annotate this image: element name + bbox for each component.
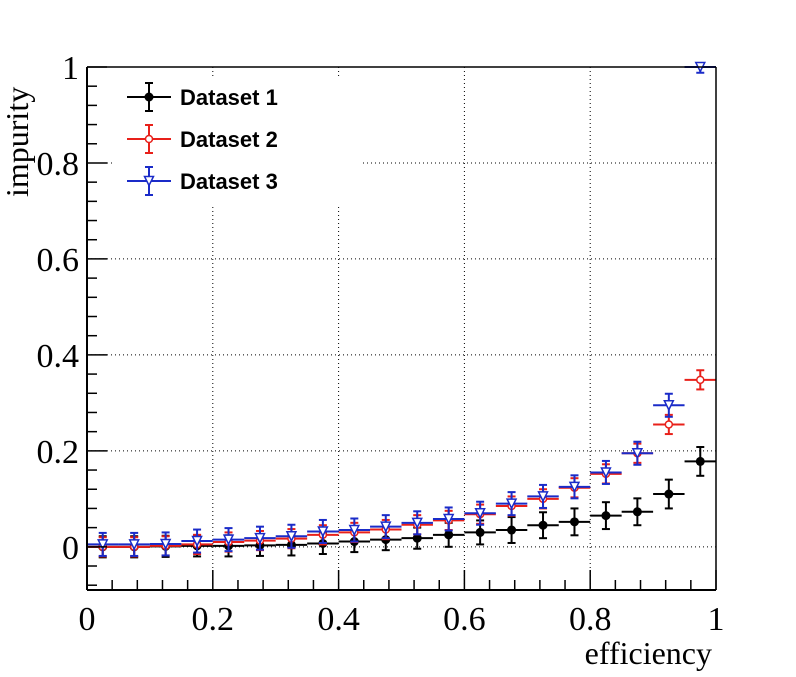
legend: Dataset 1 Dataset 2 Dataset 3 [112,76,360,204]
data-point [601,511,611,521]
data-point [695,456,705,466]
x-tick-label: 0.2 [192,601,235,638]
data-point [159,538,172,551]
data-point [444,530,454,540]
y-axis-title: impurity [0,87,35,197]
data-point [348,524,361,537]
data-point [600,467,612,479]
y-tick-label: 1 [62,50,79,87]
axis-ticks: 0 0.2 0.4 0.6 0.8 1 0 0.2 0.4 0.6 0.8 1 [37,50,725,638]
data-point [631,448,644,460]
legend-label: Dataset 3 [180,169,278,194]
data-point [505,498,518,510]
data-point [537,491,549,503]
legend-entry-2: Dataset 2 [127,124,278,154]
data-point [663,400,675,412]
legend-marker [143,175,155,188]
legend-marker [144,134,154,144]
data-point [507,525,517,535]
legend-marker [144,92,154,102]
data-point [569,517,579,527]
data-point [696,375,705,385]
legend-label: Dataset 2 [180,127,278,152]
x-tick-label: 1 [708,601,725,638]
legend-label: Dataset 1 [180,85,278,110]
y-tick-label: 0 [62,530,79,567]
data-point [97,539,109,551]
legend-entry-3: Dataset 3 [127,166,278,196]
data-point [538,520,548,530]
x-tick-label: 0.8 [569,601,612,638]
data-point [191,535,203,548]
data-point [222,534,235,546]
data-point [412,533,422,543]
data-point [285,531,298,543]
data-point [411,517,423,530]
y-tick-label: 0.8 [37,146,80,183]
data-point [128,539,140,551]
data-point [254,532,266,545]
data-point [317,526,329,538]
data-point [475,527,485,537]
x-axis-title: efficiency [585,635,712,671]
y-tick-label: 0.4 [37,338,80,375]
data-series [87,61,716,559]
plot-frame [86,66,717,591]
x-tick-label: 0 [79,601,96,638]
data-point [380,521,392,533]
y-tick-label: 0.6 [37,242,80,279]
x-tick-label: 0.6 [443,601,486,638]
legend-entry-1: Dataset 1 [127,82,278,112]
data-point [568,481,581,494]
y-tick-label: 0.2 [37,434,80,471]
data-point [664,489,674,499]
data-point [442,513,455,526]
data-point [474,507,486,520]
data-point [632,507,642,517]
series-3 [87,61,716,557]
x-tick-label: 0.4 [317,601,360,638]
data-point [664,420,674,429]
